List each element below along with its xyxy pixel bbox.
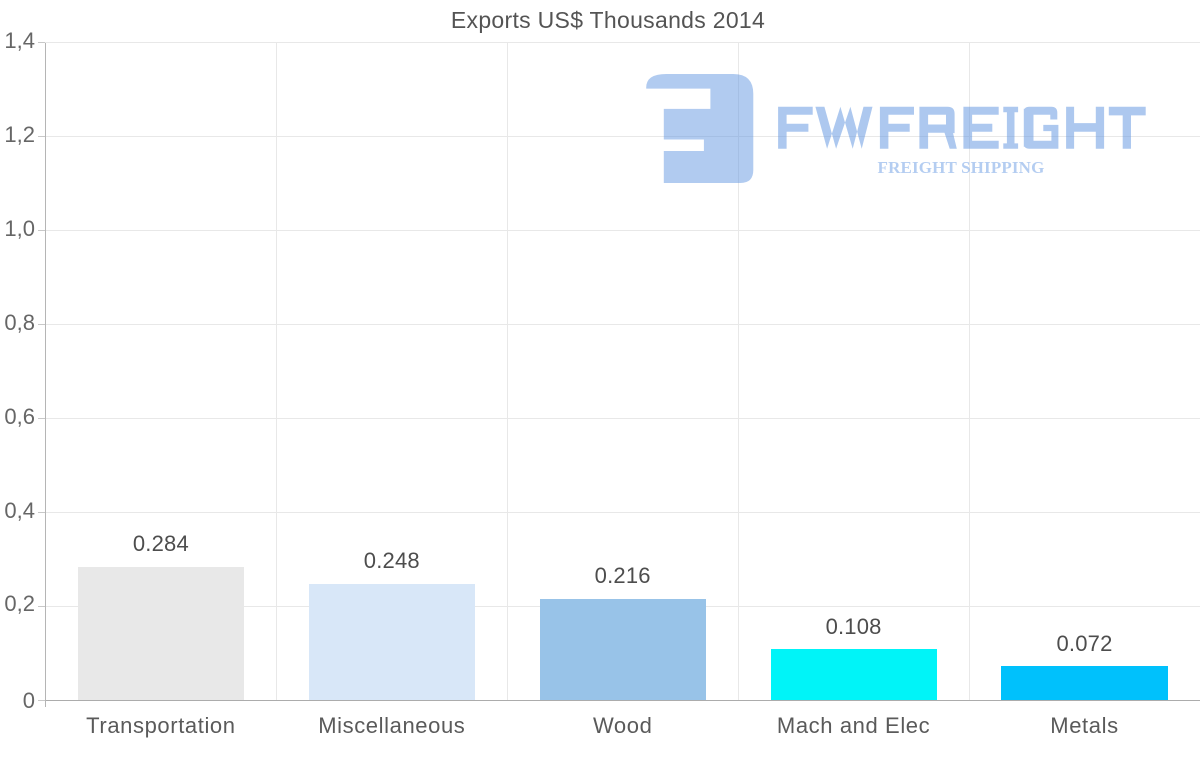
svg-text:FREIGHT SHIPPING: FREIGHT SHIPPING (878, 158, 1045, 177)
